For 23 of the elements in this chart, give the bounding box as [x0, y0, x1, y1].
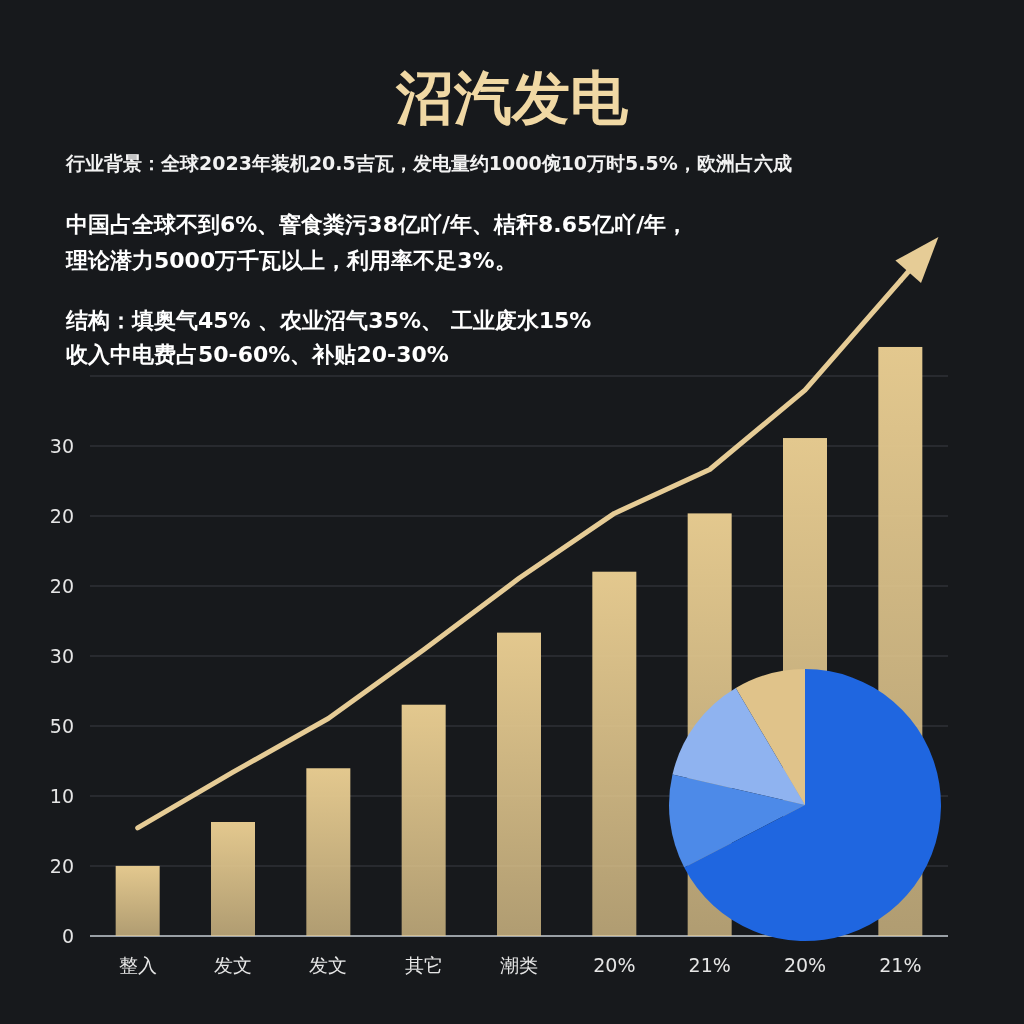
x-tick-label: 发文 [309, 954, 348, 976]
x-tick-label: 其它 [404, 954, 443, 976]
text: 20 [49, 855, 74, 877]
x-tick-label: 21% [879, 954, 922, 976]
text: 20 [49, 505, 74, 527]
annotation: 结构：填奥气45% 、农业沼气35%、 工业废水15% [65, 308, 592, 333]
text: 理论潜力5000万千瓦以上，利用率不足3%。 [65, 248, 517, 273]
text: 10 [49, 785, 74, 807]
text: 0 [61, 925, 74, 947]
x-tick-label: 21% [688, 954, 731, 976]
chart-title: 沼汽发电 [395, 64, 629, 132]
x-tick-label: 潮类 [500, 954, 538, 976]
x-tick-label: 整入 [118, 954, 157, 976]
text: 20 [49, 575, 74, 597]
x-tick-label: 发文 [214, 954, 252, 976]
text: 50 [49, 715, 74, 737]
x-tick-label: 20% [593, 954, 636, 976]
text: 中国占全球不到6%、窨食粪污38亿吖/年、桔秆8.65亿吖/年， [66, 212, 689, 237]
x-tick-label: 20% [783, 954, 827, 976]
text: 30 [49, 435, 74, 457]
text: 30 [49, 645, 74, 667]
annotation: 收入中电费占50-60%、补贴20-30% [66, 342, 449, 367]
chart-subtitle: 行业背景：全球2023年装机20.5吉瓦，发电量约1000倇10万时5.5%，欧洲占六成 [65, 152, 792, 174]
